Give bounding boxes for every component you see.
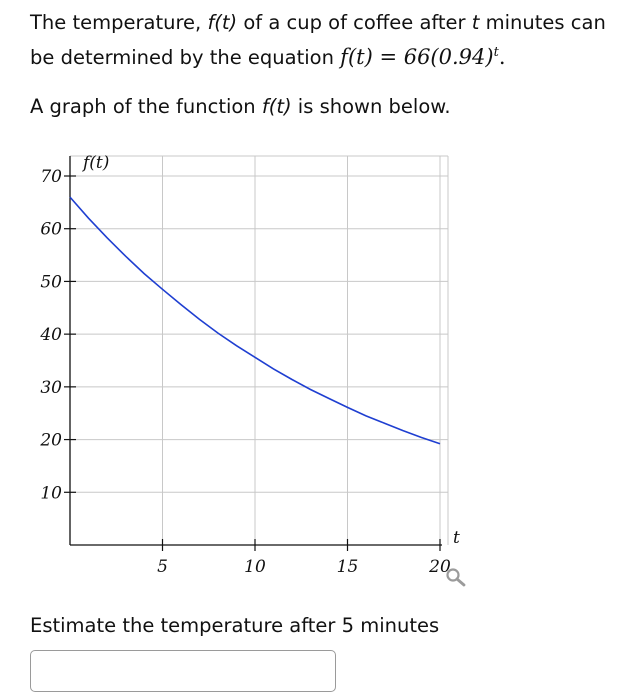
equation-end: .: [498, 45, 506, 69]
function-graph: 10 20 30 40 50 60 70 5 10 15 20 f(t) t: [39, 153, 460, 577]
equation-body: f(t) = 66(0.94): [340, 45, 494, 69]
function-curve: [69, 196, 441, 445]
y-tick-label: 70: [40, 167, 62, 187]
intro-text-1: A graph of the function: [30, 95, 262, 118]
x-axis-label: t: [453, 528, 460, 548]
question-paragraph: The temperature, f(t) of a cup of coffee…: [30, 8, 610, 73]
equation-exponent: t: [493, 45, 499, 60]
y-tick-label: 10: [40, 483, 62, 503]
question-var-t: t: [471, 11, 480, 34]
x-tick-label: 10: [244, 557, 266, 577]
graph-intro: A graph of the function f(t) is shown be…: [30, 95, 451, 118]
y-tick-label: 20: [39, 431, 62, 451]
magnifier-icon[interactable]: [444, 566, 470, 590]
estimate-prompt: Estimate the temperature after 5 minutes: [30, 614, 440, 637]
y-tick-label: 60: [40, 220, 62, 240]
question-text-1: The temperature,: [30, 11, 208, 34]
x-tick-label: 20: [428, 557, 451, 577]
x-tick-label: 15: [337, 557, 359, 577]
question-text-3: minutes can be determined by the equatio…: [30, 11, 606, 69]
question-func-label: f(t): [207, 11, 238, 34]
y-tick-label: 30: [40, 378, 62, 398]
answer-input[interactable]: [30, 650, 336, 692]
intro-func-label: f(t): [261, 95, 292, 118]
y-tick-label: 50: [40, 272, 62, 292]
question-text-2: of a cup of coffee after: [237, 11, 472, 34]
y-tick-label: 40: [39, 325, 62, 345]
question-text: The temperature, f(t) of a cup of coffee…: [30, 8, 610, 73]
x-tick-label: 5: [157, 557, 168, 577]
intro-text-2: is shown below.: [291, 95, 451, 118]
y-axis-label: f(t): [81, 153, 109, 173]
equation: f(t) = 66(0.94)t.: [340, 45, 505, 69]
